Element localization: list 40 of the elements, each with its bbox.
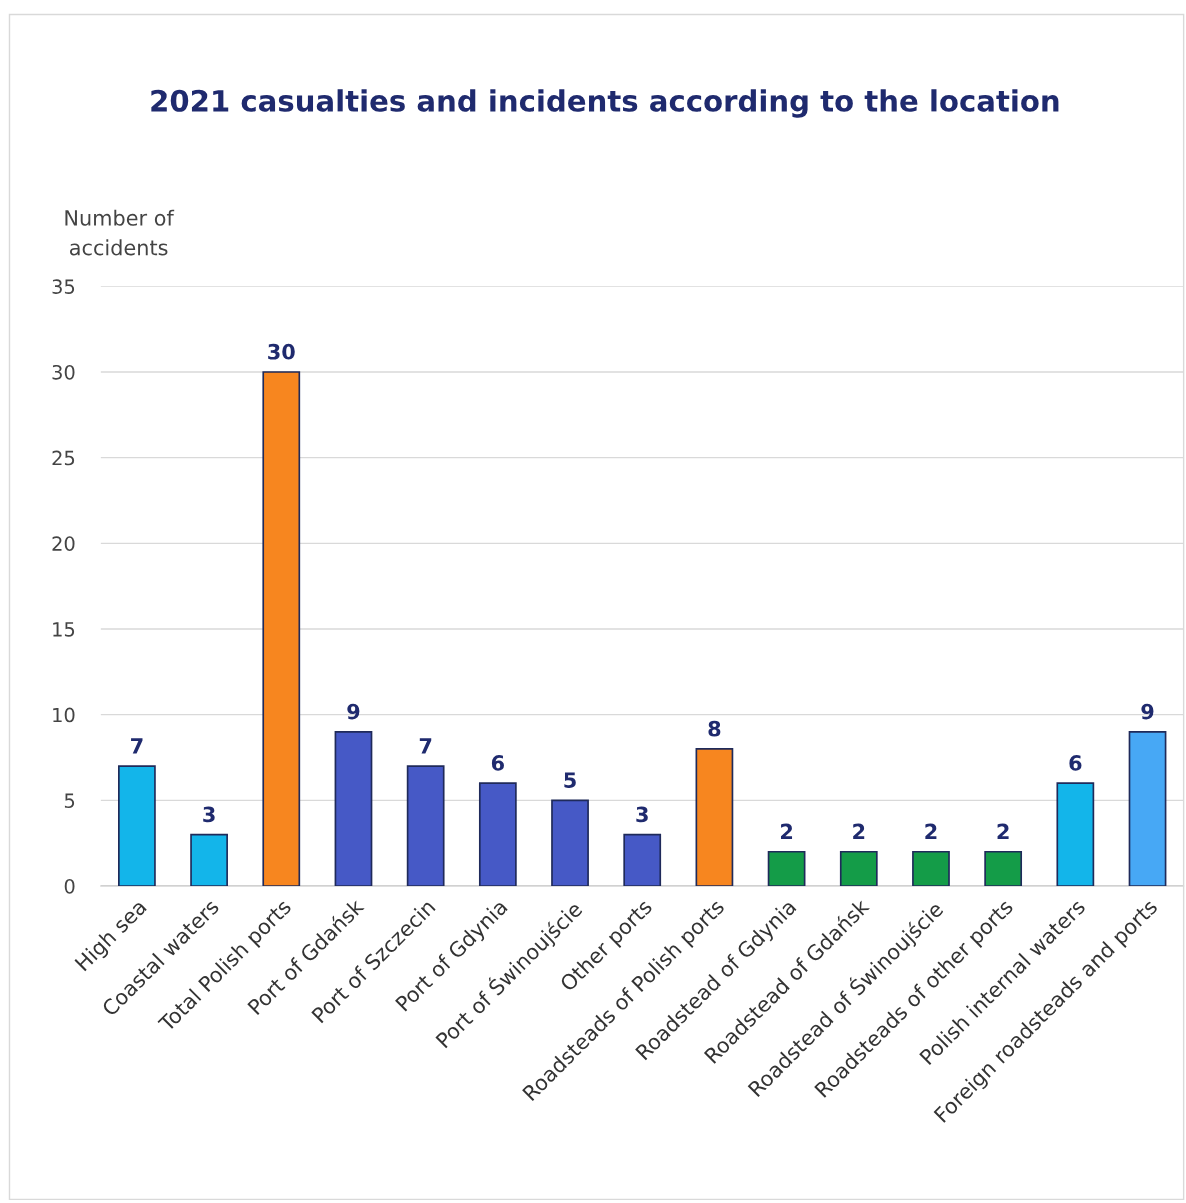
data-label: 9: [1141, 703, 1154, 720]
y-tick-label: 35: [52, 279, 75, 294]
data-label: 3: [203, 806, 215, 823]
y-axis-title: Number of accidents: [65, 209, 175, 256]
data-label: 5: [564, 772, 576, 788]
data-label: 2: [997, 823, 1009, 840]
bar: [334, 730, 373, 887]
bar: [912, 850, 950, 887]
bar: [118, 765, 156, 887]
bar: [262, 371, 301, 887]
bar: [190, 833, 228, 887]
bar: [406, 765, 445, 887]
bar: [478, 782, 517, 887]
data-label: 7: [419, 738, 432, 754]
data-label: 8: [708, 720, 721, 737]
data-label: 7: [131, 738, 143, 754]
y-tick-label: 20: [52, 536, 75, 551]
data-label: 3: [636, 806, 648, 823]
y-tick-label: 25: [52, 450, 75, 466]
data-label: 2: [853, 823, 865, 840]
chart-title: 2021 casualties and incidents according to the location: [151, 89, 1059, 118]
bar: [695, 748, 734, 887]
y-tick-label: 15: [53, 622, 75, 637]
y-tick-label: 30: [52, 364, 75, 380]
bar: [1128, 730, 1167, 887]
bar: [839, 850, 878, 887]
data-label: 30: [268, 343, 295, 360]
bar: [767, 850, 806, 887]
bar: [1056, 782, 1095, 887]
bar: [551, 799, 589, 887]
y-tick-label: 5: [64, 793, 75, 808]
data-label: 9: [347, 703, 360, 720]
data-label: 2: [925, 823, 937, 840]
y-tick-label: 10: [53, 707, 75, 723]
data-label: 6: [491, 755, 504, 771]
bar: [984, 850, 1023, 887]
data-label: 2: [780, 823, 793, 840]
bar: [623, 833, 662, 887]
y-tick-label: 0: [64, 878, 75, 894]
data-label: 6: [1069, 755, 1082, 771]
